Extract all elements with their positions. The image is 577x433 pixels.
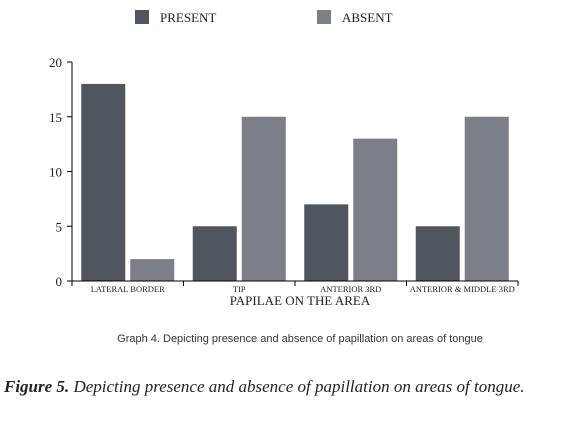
bars — [81, 83, 509, 282]
bar-absent-anterior-3rd — [353, 138, 398, 281]
bar-absent-tip — [241, 116, 286, 281]
legend-label-absent: ABSENT — [342, 10, 393, 25]
x-axis-label: PAPILAE ON THE AREA — [230, 293, 371, 308]
y-axis: 0 5 10 15 20 — [49, 55, 73, 289]
legend-swatch-absent — [317, 10, 331, 24]
bar-chart: PRESENT ABSENT 0 5 10 15 20 LATERAL BORDER TIP… — [49, 10, 519, 308]
legend-label-present: PRESENT — [160, 10, 216, 25]
figure-caption-text: Depicting presence and absence of papill… — [69, 377, 525, 396]
legend: PRESENT ABSENT — [135, 10, 393, 25]
bar-absent-lateral-border — [130, 259, 175, 281]
y-tick-label: 10 — [49, 165, 62, 180]
x-tick-label: ANTERIOR 3RD — [320, 284, 381, 294]
x-tick-label: ANTERIOR & MIDDLE 3RD — [410, 284, 515, 294]
bar-present-lateral-border — [81, 83, 126, 282]
graph-caption: Graph 4. Depicting presence and absence … — [117, 333, 483, 345]
figure-label: Figure 5. — [4, 377, 70, 396]
x-tick-label: LATERAL BORDER — [91, 284, 165, 294]
x-tick-label: TIP — [233, 284, 246, 294]
bar-present-tip — [192, 226, 237, 281]
bar-absent-anterior-and-middle-3rd — [464, 116, 509, 281]
y-tick-label: 5 — [56, 219, 63, 234]
y-tick-label: 20 — [49, 55, 62, 70]
y-tick-label: 15 — [49, 110, 62, 125]
y-tick-label: 0 — [56, 274, 63, 289]
figure-caption: Figure 5. Depicting presence and absence… — [4, 376, 570, 398]
x-axis: LATERAL BORDER TIP ANTERIOR 3RD ANTERIOR & … — [71, 280, 519, 294]
legend-swatch-present — [135, 10, 149, 24]
bar-present-anterior-and-middle-3rd — [415, 226, 460, 281]
bar-present-anterior-3rd — [304, 204, 349, 281]
